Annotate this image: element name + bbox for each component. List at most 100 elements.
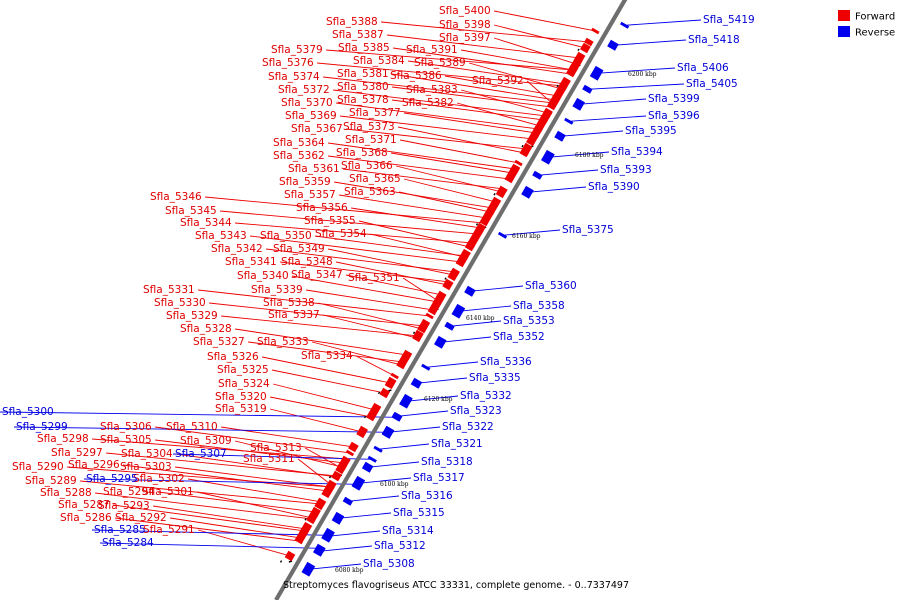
reverse-gene-label[interactable]: Sfla_5390 [588, 181, 640, 193]
reverse-gene-label[interactable]: Sfla_5321 [431, 438, 483, 450]
forward-gene-label[interactable]: Sfla_5290 [12, 461, 64, 473]
reverse-gene-label[interactable]: Sfla_5405 [686, 78, 738, 90]
forward-gene-label[interactable]: Sfla_5377 [349, 107, 401, 119]
forward-gene-label[interactable]: Sfla_5287 [58, 499, 110, 511]
forward-gene-label[interactable]: Sfla_5309 [180, 435, 232, 447]
reverse-gene-label[interactable]: Sfla_5285 [94, 524, 146, 536]
forward-gene-label[interactable]: Sfla_5355 [304, 215, 356, 227]
forward-gene-label[interactable]: Sfla_5356 [296, 202, 348, 214]
forward-gene-label[interactable]: Sfla_5319 [215, 403, 267, 415]
forward-gene-label[interactable]: Sfla_5385 [338, 42, 390, 54]
forward-gene-label[interactable]: Sfla_5327 [193, 336, 245, 348]
reverse-gene-label[interactable]: Sfla_5399 [648, 93, 700, 105]
reverse-gene-label[interactable]: Sfla_5299 [16, 421, 68, 433]
forward-gene-label[interactable]: Sfla_5363 [344, 186, 396, 198]
forward-gene-label[interactable]: Sfla_5341 [225, 256, 277, 268]
forward-gene-label[interactable]: Sfla_5289 [25, 475, 77, 487]
forward-gene-label[interactable]: Sfla_5367 [291, 123, 343, 135]
reverse-gene-label[interactable]: Sfla_5360 [525, 280, 577, 292]
forward-gene-label[interactable]: Sfla_5325 [217, 364, 269, 376]
forward-gene-label[interactable]: Sfla_5361 [288, 163, 340, 175]
forward-gene-label[interactable]: Sfla_5387 [332, 29, 384, 41]
forward-gene-label[interactable]: Sfla_5306 [100, 421, 152, 433]
reverse-gene-label[interactable]: Sfla_5316 [401, 490, 453, 502]
forward-gene-label[interactable]: Sfla_5311 [243, 453, 295, 465]
forward-gene-label[interactable]: Sfla_5329 [166, 310, 218, 322]
forward-gene-label[interactable]: Sfla_5302 [133, 473, 185, 485]
forward-gene-label[interactable]: Sfla_5286 [60, 512, 112, 524]
forward-gene-label[interactable]: Sfla_5384 [353, 55, 405, 67]
reverse-gene-label[interactable]: Sfla_5336 [480, 356, 532, 368]
reverse-gene-label[interactable]: Sfla_5315 [393, 507, 445, 519]
forward-gene-label[interactable]: Sfla_5297 [51, 447, 103, 459]
reverse-gene-label[interactable]: Sfla_5308 [363, 558, 415, 570]
forward-gene-label[interactable]: Sfla_5348 [281, 256, 333, 268]
forward-gene-label[interactable]: Sfla_5391 [406, 44, 458, 56]
reverse-gene-label[interactable]: Sfla_5375 [562, 224, 614, 236]
reverse-gene-label[interactable]: Sfla_5312 [374, 540, 426, 552]
forward-gene-label[interactable]: Sfla_5310 [166, 421, 218, 433]
forward-gene-label[interactable]: Sfla_5359 [279, 176, 331, 188]
forward-gene-label[interactable]: Sfla_5304 [121, 448, 173, 460]
forward-gene-label[interactable]: Sfla_5381 [337, 68, 389, 80]
forward-gene-label[interactable]: Sfla_5370 [281, 97, 333, 109]
reverse-gene-label[interactable]: Sfla_5418 [688, 34, 740, 46]
forward-gene-label[interactable]: Sfla_5354 [315, 228, 367, 240]
reverse-gene-label[interactable]: Sfla_5393 [600, 164, 652, 176]
forward-gene-label[interactable]: Sfla_5331 [143, 284, 195, 296]
forward-gene-label[interactable]: Sfla_5334 [301, 350, 353, 362]
forward-gene-label[interactable]: Sfla_5371 [345, 134, 397, 146]
reverse-gene-label[interactable]: Sfla_5317 [413, 472, 465, 484]
reverse-gene-label[interactable]: Sfla_5358 [513, 300, 565, 312]
forward-gene-label[interactable]: Sfla_5338 [263, 297, 315, 309]
forward-gene-label[interactable]: Sfla_5333 [257, 336, 309, 348]
reverse-gene-label[interactable]: Sfla_5284 [102, 537, 154, 549]
forward-gene-label[interactable]: Sfla_5320 [215, 391, 267, 403]
forward-gene-label[interactable]: Sfla_5398 [439, 19, 491, 31]
reverse-gene-label[interactable]: Sfla_5323 [450, 405, 502, 417]
forward-gene-label[interactable]: Sfla_5305 [100, 434, 152, 446]
reverse-gene-label[interactable]: Sfla_5353 [503, 315, 555, 327]
forward-gene-label[interactable]: Sfla_5350 [260, 230, 312, 242]
forward-gene-label[interactable]: Sfla_5382 [402, 97, 454, 109]
forward-gene-label[interactable]: Sfla_5400 [439, 5, 491, 17]
forward-gene-label[interactable]: Sfla_5326 [207, 351, 259, 363]
forward-gene-label[interactable]: Sfla_5301 [142, 486, 194, 498]
forward-gene-label[interactable]: Sfla_5397 [439, 32, 491, 44]
reverse-gene-label[interactable]: Sfla_5332 [460, 390, 512, 402]
forward-gene-label[interactable]: Sfla_5364 [273, 137, 325, 149]
forward-gene-label[interactable]: Sfla_5378 [337, 94, 389, 106]
forward-gene-label[interactable]: Sfla_5369 [285, 110, 337, 122]
forward-gene-label[interactable]: Sfla_5349 [273, 243, 325, 255]
forward-gene-label[interactable]: Sfla_5386 [390, 70, 442, 82]
forward-gene-label[interactable]: Sfla_5344 [180, 217, 232, 229]
reverse-gene-label[interactable]: Sfla_5419 [703, 14, 755, 26]
forward-gene-label[interactable]: Sfla_5347 [291, 269, 343, 281]
forward-gene-label[interactable]: Sfla_5366 [341, 160, 393, 172]
reverse-gene-label[interactable]: Sfla_5318 [421, 456, 473, 468]
forward-gene-label[interactable]: Sfla_5340 [237, 270, 289, 282]
forward-gene-label[interactable]: Sfla_5291 [143, 524, 195, 536]
reverse-gene-label[interactable]: Sfla_5314 [382, 525, 434, 537]
reverse-gene-label[interactable]: Sfla_5307 [175, 448, 227, 460]
forward-gene-label[interactable]: Sfla_5324 [218, 378, 270, 390]
reverse-gene-label[interactable]: Sfla_5322 [442, 421, 494, 433]
forward-gene-label[interactable]: Sfla_5337 [268, 309, 320, 321]
forward-gene-label[interactable]: Sfla_5383 [406, 84, 458, 96]
forward-gene-label[interactable]: Sfla_5346 [150, 191, 202, 203]
forward-gene-label[interactable]: Sfla_5303 [120, 461, 172, 473]
forward-gene-label[interactable]: Sfla_5374 [268, 71, 320, 83]
forward-gene-label[interactable]: Sfla_5388 [326, 16, 378, 28]
reverse-gene-label[interactable]: Sfla_5295 [86, 473, 138, 485]
reverse-gene-label[interactable]: Sfla_5396 [648, 110, 700, 122]
forward-gene-label[interactable]: Sfla_5294 [103, 486, 155, 498]
forward-gene-label[interactable]: Sfla_5339 [251, 284, 303, 296]
forward-gene-label[interactable]: Sfla_5379 [271, 44, 323, 56]
forward-gene-label[interactable]: Sfla_5389 [414, 57, 466, 69]
forward-gene-label[interactable]: Sfla_5328 [180, 323, 232, 335]
forward-gene-label[interactable]: Sfla_5351 [348, 272, 400, 284]
forward-gene-label[interactable]: Sfla_5298 [37, 433, 89, 445]
forward-gene-label[interactable]: Sfla_5357 [284, 189, 336, 201]
forward-gene-label[interactable]: Sfla_5362 [273, 150, 325, 162]
reverse-gene-label[interactable]: Sfla_5300 [2, 406, 54, 418]
